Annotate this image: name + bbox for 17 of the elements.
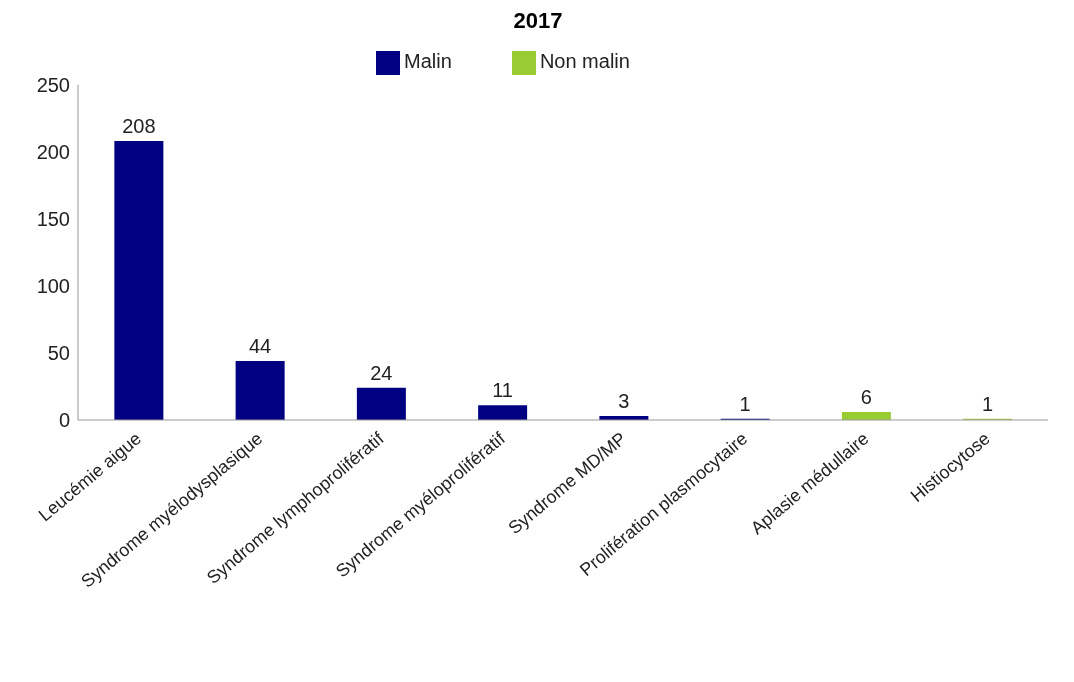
legend-label: Non malin (539, 50, 630, 72)
y-tick-label: 250 (36, 73, 70, 96)
data-label: 3 (618, 389, 630, 412)
y-tick-label: 150 (36, 207, 70, 230)
data-label: 208 (122, 115, 156, 138)
data-label: 11 (492, 379, 514, 402)
chart-title: 2017 (512, 8, 564, 34)
data-label: 6 (860, 385, 872, 408)
data-label: 24 (370, 361, 393, 384)
data-label: 1 (739, 392, 751, 415)
y-tick-label: 200 (36, 140, 70, 163)
data-label: 44 (249, 334, 272, 357)
data-label: 1 (982, 392, 994, 415)
y-tick-label: 50 (47, 342, 70, 365)
y-tick-label: 100 (36, 274, 70, 297)
legend-label: Malin (404, 50, 452, 72)
y-tick-label: 0 (58, 409, 70, 432)
